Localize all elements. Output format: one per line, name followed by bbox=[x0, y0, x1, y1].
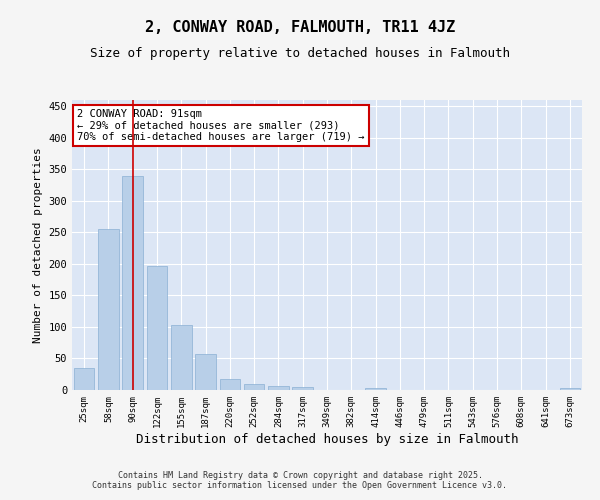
Bar bbox=[74, 368, 94, 390]
X-axis label: Distribution of detached houses by size in Falmouth: Distribution of detached houses by size … bbox=[136, 432, 518, 446]
Bar bbox=[560, 388, 580, 390]
Bar bbox=[98, 229, 119, 390]
Bar bbox=[292, 388, 313, 390]
Text: 2 CONWAY ROAD: 91sqm
← 29% of detached houses are smaller (293)
70% of semi-deta: 2 CONWAY ROAD: 91sqm ← 29% of detached h… bbox=[77, 108, 365, 142]
Text: Contains HM Land Registry data © Crown copyright and database right 2025.
Contai: Contains HM Land Registry data © Crown c… bbox=[92, 470, 508, 490]
Bar bbox=[146, 266, 167, 390]
Bar bbox=[171, 325, 191, 390]
Bar bbox=[122, 176, 143, 390]
Bar bbox=[244, 384, 265, 390]
Bar bbox=[220, 378, 240, 390]
Bar bbox=[195, 354, 216, 390]
Bar bbox=[268, 386, 289, 390]
Bar bbox=[365, 388, 386, 390]
Y-axis label: Number of detached properties: Number of detached properties bbox=[33, 147, 43, 343]
Text: 2, CONWAY ROAD, FALMOUTH, TR11 4JZ: 2, CONWAY ROAD, FALMOUTH, TR11 4JZ bbox=[145, 20, 455, 35]
Text: Size of property relative to detached houses in Falmouth: Size of property relative to detached ho… bbox=[90, 48, 510, 60]
